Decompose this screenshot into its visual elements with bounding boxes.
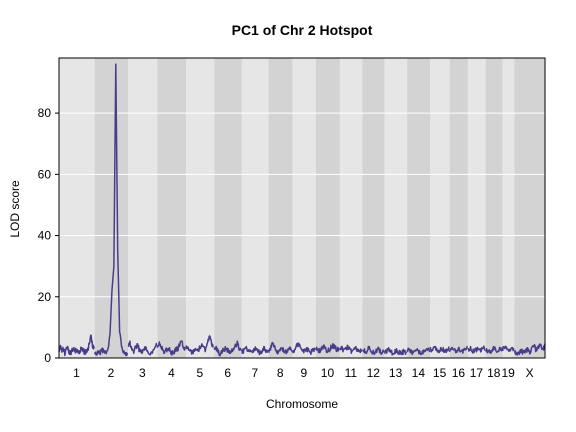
y-tick-label-0: 0 [44, 351, 51, 365]
chromosome-band-9 [292, 58, 316, 358]
chromosome-band-8 [268, 58, 293, 358]
x-tick-label-13: 13 [389, 366, 403, 380]
chromosome-bands [59, 58, 545, 358]
lod-line-chr-12 [361, 345, 385, 356]
x-tick-label-17: 17 [470, 366, 484, 380]
x-tick-label-12: 12 [367, 366, 381, 380]
x-tick-label-2: 2 [108, 366, 115, 380]
lod-line-chr-18 [485, 345, 503, 354]
chromosome-band-14 [407, 58, 431, 358]
series-layer [58, 63, 546, 357]
x-tick-label-X: X [526, 366, 534, 380]
chromosome-band-13 [384, 58, 408, 358]
lod-line-chr-5 [185, 335, 214, 355]
lod-line-chr-19 [501, 345, 515, 352]
lod-line-chr-10 [315, 342, 340, 354]
lod-line-chr-17 [467, 345, 486, 354]
y-axis: 0 20 40 60 80 [38, 106, 59, 365]
chromosome-band-19 [502, 58, 515, 358]
x-tick-label-18: 18 [487, 366, 501, 380]
lod-line-chr-14 [406, 347, 431, 356]
chromosome-band-X [514, 58, 545, 358]
y-tick-label-40: 40 [38, 229, 52, 243]
chromosome-band-4 [157, 58, 187, 358]
x-tick-label-4: 4 [168, 366, 175, 380]
lod-line-chr-16 [448, 345, 468, 354]
chromosome-band-10 [315, 58, 340, 358]
chromosome-band-17 [467, 58, 486, 358]
chromosome-band-3 [128, 58, 158, 358]
gridlines [59, 112, 545, 298]
chromosome-band-18 [485, 58, 503, 358]
chromosome-band-5 [186, 58, 215, 358]
x-axis-title: Chromosome [266, 397, 338, 411]
y-tick-label-20: 20 [38, 290, 52, 304]
plot-frame [58, 57, 546, 359]
x-tick-label-11: 11 [345, 366, 358, 380]
x-tick-label-16: 16 [452, 366, 466, 380]
lod-line-chr-11 [339, 344, 363, 354]
lod-line-chr-15 [429, 345, 450, 354]
chromosome-band-11 [339, 58, 363, 358]
x-tick-label-14: 14 [412, 366, 426, 380]
lod-line-chr-13 [383, 347, 408, 356]
y-tick-label-60: 60 [38, 167, 52, 181]
x-tick-label-15: 15 [433, 366, 447, 380]
chromosome-band-7 [241, 58, 269, 358]
chromosome-band-16 [449, 58, 468, 358]
lod-line-chr-X [514, 343, 546, 356]
x-tick-label-8: 8 [277, 366, 284, 380]
x-tick-label-6: 6 [224, 366, 231, 380]
x-tick-label-10: 10 [321, 366, 335, 380]
chromosome-band-6 [214, 58, 242, 358]
chart-title: PC1 of Chr 2 Hotspot [232, 22, 373, 38]
lod-line-chr-2 [93, 63, 129, 357]
x-tick-label-19: 19 [501, 366, 515, 380]
lod-line-chr-8 [267, 341, 293, 355]
lod-line-chr-4 [156, 340, 187, 356]
chromosome-band-15 [430, 58, 450, 358]
x-tick-label-7: 7 [252, 366, 259, 380]
x-tick-label-5: 5 [197, 366, 204, 380]
chromosome-band-1 [59, 58, 95, 358]
y-axis-title: LOD score [8, 180, 22, 238]
lod-line-chr-3 [127, 340, 158, 356]
lod-line-chr-1 [58, 334, 95, 357]
lod-line-chr-6 [213, 340, 242, 357]
x-axis: 1 2 3 4 5 6 7 8 9 10 11 12 13 14 15 16 17 18 19 X [73, 366, 534, 380]
x-tick-label-3: 3 [139, 366, 146, 380]
chromosome-band-12 [362, 58, 385, 358]
lod-line-chr-7 [241, 345, 269, 356]
y-tick-label-80: 80 [38, 106, 52, 120]
lod-line-chr-9 [291, 342, 316, 356]
x-tick-label-9: 9 [300, 366, 307, 380]
x-tick-label-1: 1 [73, 366, 80, 380]
